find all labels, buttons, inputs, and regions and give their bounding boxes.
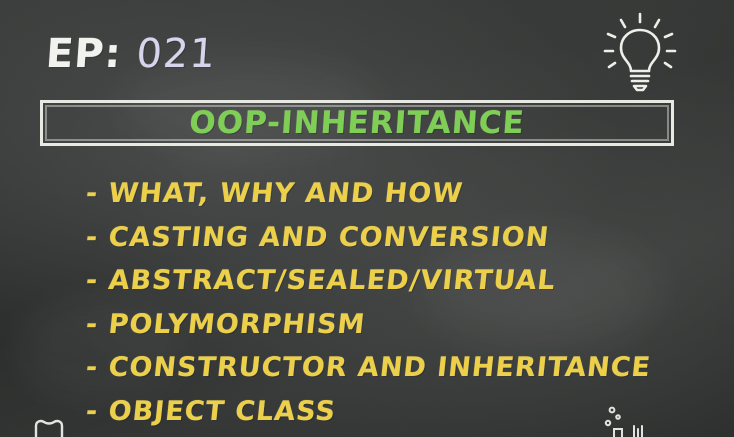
chalk-smudge <box>420 230 660 350</box>
chalk-smudge <box>120 60 380 150</box>
list-item: - ABSTRACT/SEALED/VIRTUAL <box>84 265 558 296</box>
chalk-smudge <box>20 300 180 400</box>
page-title: OOP-INHERITANCE <box>188 105 526 141</box>
episode-prefix: EP: <box>44 31 124 77</box>
lightbulb-icon <box>603 12 677 92</box>
episode-number: 021 <box>134 31 218 77</box>
tooth-doodle-icon <box>34 419 64 437</box>
list-item: - CONSTRUCTOR AND INHERITANCE <box>84 352 653 383</box>
flask-doodle-icon <box>604 406 643 437</box>
episode-label: EP: 021 <box>44 30 217 78</box>
list-item: - CASTING AND CONVERSION <box>84 221 551 253</box>
list-item: - POLYMORPHISM <box>84 308 367 340</box>
list-item: - WHAT, WHY AND HOW <box>84 178 465 209</box>
topic-list: - WHAT, WHY AND HOW - CASTING AND CONVER… <box>84 172 653 433</box>
title-frame: OOP-INHERITANCE <box>40 100 674 146</box>
list-item: - OBJECT CLASS <box>84 395 338 427</box>
